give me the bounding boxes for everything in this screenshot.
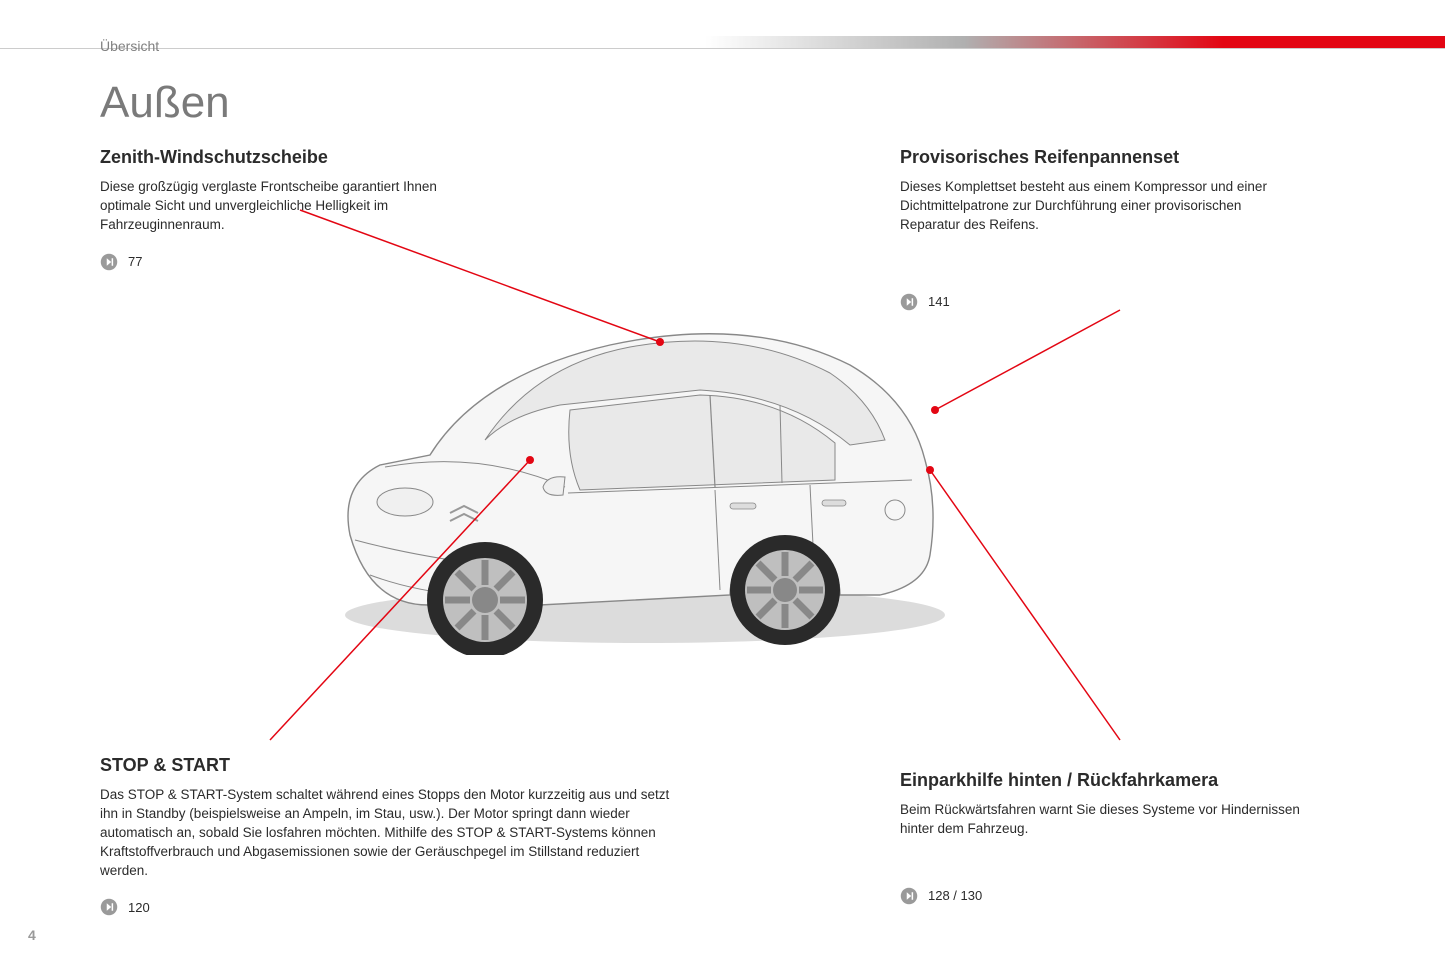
page-ref[interactable]: 120 xyxy=(100,898,680,916)
car-illustration xyxy=(310,255,960,655)
section-heading: Provisorisches Reifenpannenset xyxy=(900,147,1300,168)
page-ref[interactable]: 141 xyxy=(900,293,1300,311)
forward-icon xyxy=(900,887,918,905)
forward-icon xyxy=(900,293,918,311)
section-zenith: Zenith-Windschutzscheibe Diese großzügig… xyxy=(100,147,470,271)
section-body: Das STOP & START-System schaltet während… xyxy=(100,786,680,880)
header-gradient xyxy=(705,36,1445,48)
page-ref-number: 120 xyxy=(128,900,150,915)
section-parking: Einparkhilfe hinten / Rückfahrkamera Bei… xyxy=(900,770,1300,905)
section-heading: STOP & START xyxy=(100,755,680,776)
section-heading: Einparkhilfe hinten / Rückfahrkamera xyxy=(900,770,1300,791)
header-divider xyxy=(0,48,1445,49)
page-ref-number: 141 xyxy=(928,294,950,309)
section-tyre-kit: Provisorisches Reifenpannenset Dieses Ko… xyxy=(900,147,1300,311)
forward-icon xyxy=(100,898,118,916)
section-body: Beim Rückwärtsfahren warnt Sie dieses Sy… xyxy=(900,801,1300,839)
section-body: Diese großzügig verglaste Frontscheibe g… xyxy=(100,178,470,235)
header-section-label: Übersicht xyxy=(100,38,159,54)
section-stop-start: STOP & START Das STOP & START-System sch… xyxy=(100,755,680,916)
page-ref[interactable]: 77 xyxy=(100,253,470,271)
page-number: 4 xyxy=(28,927,36,943)
page-title: Außen xyxy=(100,78,230,128)
page-ref-number: 128 / 130 xyxy=(928,888,982,903)
forward-icon xyxy=(100,253,118,271)
section-body: Dieses Komplettset besteht aus einem Kom… xyxy=(900,178,1300,235)
section-heading: Zenith-Windschutzscheibe xyxy=(100,147,470,168)
page-ref-number: 77 xyxy=(128,254,142,269)
page-ref[interactable]: 128 / 130 xyxy=(900,887,1300,905)
